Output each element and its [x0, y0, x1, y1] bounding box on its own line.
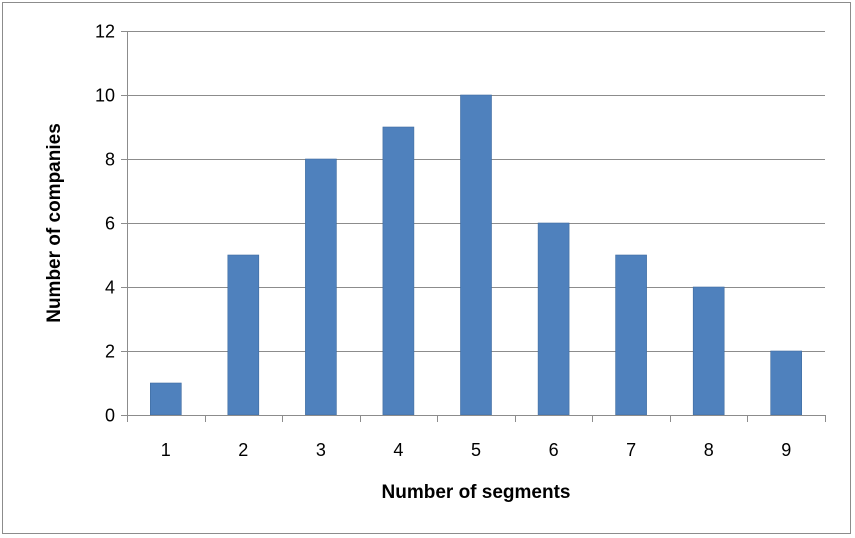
y-tick-labels: 0 2 4 6 8 10 12 [95, 22, 115, 426]
bar-9 [770, 350, 803, 416]
bar-7 [615, 254, 647, 416]
bar-4 [382, 126, 415, 416]
x-tick-label: 5 [471, 440, 481, 460]
bar-8 [692, 286, 725, 416]
bar-6 [537, 222, 570, 416]
x-tick-label: 6 [549, 440, 559, 460]
x-tick-labels: 1 2 3 4 5 6 7 8 9 [161, 440, 791, 460]
bars [150, 94, 803, 416]
y-axis-title: Number of companies [44, 123, 65, 323]
x-tick-label: 4 [393, 440, 403, 460]
y-tick-label: 2 [105, 342, 115, 362]
x-tick-label: 9 [781, 440, 791, 460]
x-tick-label: 8 [704, 440, 714, 460]
bar-3 [305, 158, 337, 416]
x-tick-label: 1 [161, 440, 171, 460]
y-tick-label: 8 [105, 150, 115, 170]
y-tick-label: 6 [105, 214, 115, 234]
y-tick-label: 10 [95, 86, 115, 106]
y-tick-label: 0 [105, 406, 115, 426]
bar-2 [227, 254, 260, 416]
y-tick-label: 12 [95, 22, 115, 42]
x-tick-label: 7 [626, 440, 636, 460]
x-tick-label: 3 [316, 440, 326, 460]
y-tick-label: 4 [105, 278, 115, 298]
axes [121, 31, 826, 422]
x-axis-title: Number of segments [382, 482, 571, 503]
x-tick-label: 2 [238, 440, 248, 460]
bar-1 [150, 382, 182, 416]
bar-5 [460, 94, 492, 416]
